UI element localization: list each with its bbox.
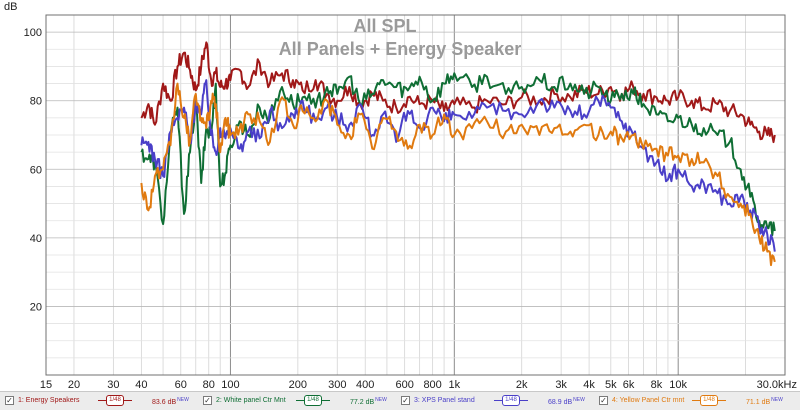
x-tick-label: 6k: [623, 379, 635, 391]
y-tick-label: 80: [30, 96, 42, 108]
x-tick-label: 30: [107, 379, 119, 391]
x-tick-label: 1k: [449, 379, 461, 391]
x-tick-label: 3k: [555, 379, 567, 391]
x-tick-label: 600: [395, 379, 413, 391]
y-tick-label: 100: [24, 27, 42, 39]
legend-bar: ✓ 1: Energy Speakers 1/48 83.6 dBNEW ✓ 2…: [0, 391, 800, 410]
x-tick-labels: 15 20 30 40 60 80 100 200 300 400 600 800 1k 2k 3k 4k 5k…: [40, 379, 797, 391]
x-tick-label: 8k: [651, 379, 663, 391]
legend-label: 3: XPS Panel stand: [414, 397, 475, 404]
x-tick-label: 30.0kHz: [757, 379, 797, 391]
legend-value: 83.6 dBNEW: [152, 397, 189, 406]
x-tick-label: 40: [135, 379, 147, 391]
legend-swatch-button[interactable]: 1/48: [304, 395, 322, 406]
y-tick-label: 60: [30, 164, 42, 176]
x-tick-label: 15: [40, 379, 52, 391]
legend-entry-xps-panel[interactable]: ✓ 3: XPS Panel stand 1/48 68.9 dBNEW: [398, 394, 594, 409]
chart-subtitle: All Panels + Energy Speaker: [279, 39, 522, 59]
legend-value: 77.2 dBNEW: [350, 397, 387, 406]
x-tick-label: 400: [356, 379, 374, 391]
legend-value: 68.9 dBNEW: [548, 397, 585, 406]
legend-swatch-button[interactable]: 1/48: [502, 395, 520, 406]
x-tick-label: 10k: [669, 379, 687, 391]
legend-swatch-button[interactable]: 1/48: [700, 395, 718, 406]
legend-label: 4: Yellow Panel Ctr mnt: [612, 397, 685, 404]
legend-checkbox[interactable]: ✓: [5, 396, 14, 405]
chart-background: [0, 0, 800, 391]
x-tick-label: 20: [68, 379, 80, 391]
x-tick-label: 5k: [605, 379, 617, 391]
legend-label: 2: White panel Ctr Mnt: [216, 397, 286, 404]
y-tick-label: 20: [30, 301, 42, 313]
chart-title: All SPL: [353, 16, 416, 36]
x-tick-label: 100: [221, 379, 239, 391]
legend-value: 71.1 dBNEW: [746, 397, 783, 406]
legend-checkbox[interactable]: ✓: [203, 396, 212, 405]
spl-chart: 20 40 60 80 100 15 20 30 40 60 80 100 200 300 400 600 8…: [0, 0, 800, 391]
x-tick-label: 2k: [516, 379, 528, 391]
series-line-3: [140, 79, 776, 252]
legend-swatch-button[interactable]: 1/48: [106, 395, 124, 406]
legend-checkbox[interactable]: ✓: [401, 396, 410, 405]
x-tick-label: 60: [175, 379, 187, 391]
x-tick-label: 200: [289, 379, 307, 391]
legend-entry-energy-speakers[interactable]: ✓ 1: Energy Speakers 1/48 83.6 dBNEW: [2, 394, 198, 409]
x-tick-label: 300: [328, 379, 346, 391]
legend-entry-white-panel[interactable]: ✓ 2: White panel Ctr Mnt 1/48 77.2 dBNEW: [200, 394, 396, 409]
y-tick-labels: 20 40 60 80 100: [24, 27, 42, 313]
series-lines: [140, 41, 776, 267]
y-axis-label: dB: [4, 1, 17, 13]
series-line-1: [140, 41, 776, 144]
y-tick-label: 40: [30, 233, 42, 245]
legend-checkbox[interactable]: ✓: [599, 396, 608, 405]
series-line-4: [140, 82, 776, 267]
legend-label: 1: Energy Speakers: [18, 397, 80, 404]
legend-entry-yellow-panel[interactable]: ✓ 4: Yellow Panel Ctr mnt 1/48 71.1 dBNE…: [596, 394, 792, 409]
plot-border: [45, 14, 786, 376]
x-tick-label: 80: [203, 379, 215, 391]
x-tick-label: 4k: [583, 379, 595, 391]
x-tick-label: 800: [423, 379, 441, 391]
